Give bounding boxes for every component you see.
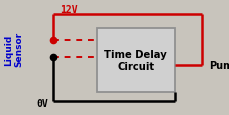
Text: Time Delay
Circuit: Time Delay Circuit	[104, 50, 166, 71]
Text: Liquid
Sensor: Liquid Sensor	[4, 32, 23, 67]
Text: 12V: 12V	[60, 5, 77, 14]
Text: Pump: Pump	[208, 61, 229, 70]
Text: 0V: 0V	[37, 98, 48, 108]
Bar	[96, 29, 174, 92]
